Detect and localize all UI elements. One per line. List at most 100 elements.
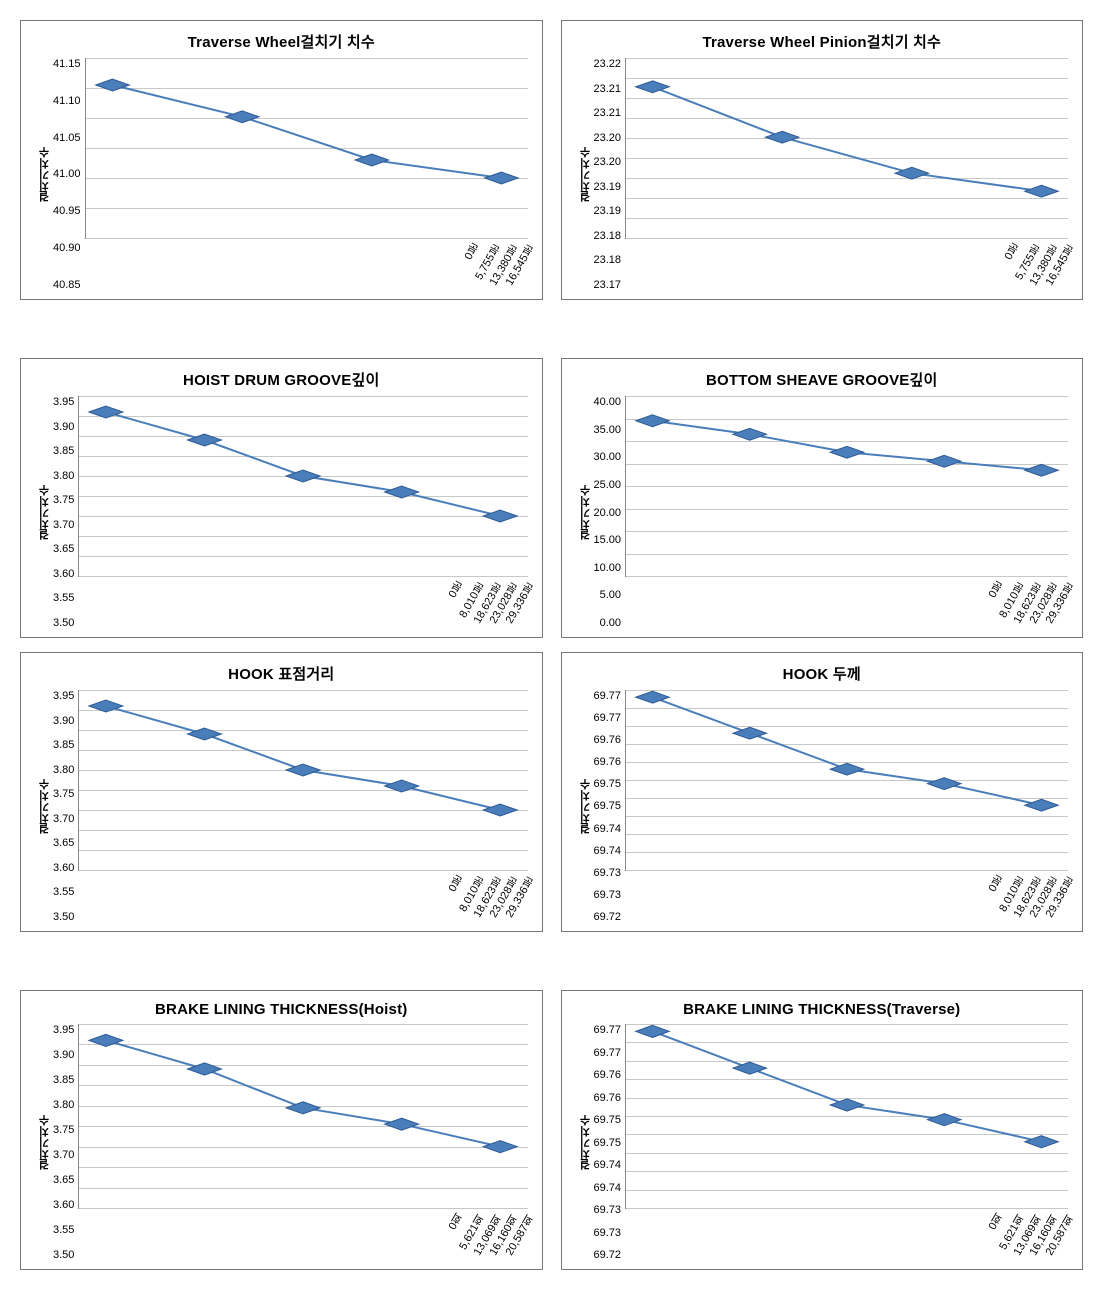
plot-wrap: 걸치기치수3.953.903.853.803.753.703.653.603.5… [35,1024,528,1261]
y-tick-label: 15.00 [594,534,622,546]
y-tick-label: 3.60 [53,568,74,580]
x-ticks: 0회5,621회13,069회16,160회20,587회 [448,1209,528,1261]
y-tick-label: 3.85 [53,1074,74,1086]
y-tick-label: 3.80 [53,764,74,776]
gridline [79,1208,527,1209]
y-tick-label: 3.85 [53,739,74,751]
y-tick-label: 69.74 [594,1159,622,1171]
y-tick-label: 3.85 [53,445,74,457]
y-tick-label: 69.75 [594,1114,622,1126]
plot-right-column: 0분5,755분13,380분16,545분 [85,58,528,291]
y-tick-label: 69.77 [594,1047,622,1059]
x-ticks: 0분5,755분13,380분16,545분 [1004,239,1068,291]
x-ticks: 0분8,010분18,623분23,028분29,336분 [448,577,528,629]
chart-panel-c4: BOTTOM SHEAVE GROOVE깊이걸치기치수40.0035.0030.… [561,358,1084,638]
y-tick-label: 3.55 [53,886,74,898]
y-tick-label: 20.00 [594,507,622,519]
gridline [79,576,527,577]
y-axis-label: 걸치기치수 [576,485,594,540]
y-tick-label: 23.21 [594,107,622,119]
data-marker [484,172,518,184]
series-svg [79,690,527,870]
plot-wrap: 걸치기치수3.953.903.853.803.753.703.653.603.5… [35,396,528,629]
series-svg [626,396,1068,576]
data-marker [484,1141,518,1153]
y-tick-label: 3.70 [53,519,74,531]
plot-right-column: 0분8,010분18,623분23,028분29,336분 [625,396,1068,629]
y-tick-label: 3.75 [53,1124,74,1136]
y-tick-label: 69.76 [594,756,622,768]
y-axis-label: 걸치기치수 [35,1115,53,1170]
y-tick-label: 40.00 [594,396,622,408]
plot-wrap: 걸치기치수 69.77 69.77 69.76 69.76 69.75 69.75 69.74… [576,1024,1069,1261]
plot-right-column: 0분8,010분18,623분23,028분29,336분 [625,690,1068,923]
y-tick-label: 69.76 [594,1092,622,1104]
y-tick-label: 3.60 [53,862,74,874]
y-tick-label: 3.70 [53,1149,74,1161]
y-tick-label: 3.90 [53,1049,74,1061]
y-tick-label: 69.77 [594,712,622,724]
y-axis-label: 걸치기치수 [576,1115,594,1170]
x-ticks: 0회5,621회13,069회16,160회20,587회 [988,1209,1068,1261]
gridline [86,238,528,239]
y-tick-label: 41.00 [53,168,81,180]
data-marker [830,446,864,458]
chart-title: HOOK 표점거리 [35,663,528,684]
data-marker [733,428,767,440]
y-axis-label: 걸치기치수 [576,147,594,202]
y-tick-label: 40.90 [53,242,81,254]
y-tick-label: 69.72 [594,911,622,923]
y-tick-label: 25.00 [594,479,622,491]
y-tick-label: 3.95 [53,396,74,408]
y-tick-label: 30.00 [594,451,622,463]
series-svg [626,58,1068,238]
y-tick-label: 69.77 [594,690,622,702]
y-ticks: 69.7769.7769.7669.7669.7569.7569.7469.74… [594,1024,626,1261]
y-tick-label: 69.76 [594,1069,622,1081]
series-svg [86,58,528,238]
y-tick-label: 41.05 [53,132,81,144]
chart-title: BRAKE LINING THICKNESS(Hoist) [35,1001,528,1018]
plot-right-column: 0분5,755분13,380분16,545분 [625,58,1068,291]
plot-area [78,396,527,577]
y-tick-label: 3.80 [53,1099,74,1111]
y-tick-label: 69.75 [594,1137,622,1149]
plot-wrap: 걸치기치수69.7769.7769.7669.7669.7569.7569.74… [576,690,1069,923]
y-axis-label: 걸치기치수 [35,779,53,834]
plot-wrap: 걸치기치수41.1541.1041.0541.0040.9540.9040.85… [35,58,528,291]
chart-title: Traverse Wheel걸치기 치수 [35,31,528,52]
y-tick-label: 41.15 [53,58,81,70]
y-tick-label: 23.17 [594,279,622,291]
data-line [112,85,501,178]
y-axis-label: 걸치기치수 [35,147,53,202]
row-spacer [20,314,1083,344]
plot-right-column: 0회5,621회13,069회16,160회20,587회 [78,1024,527,1261]
data-marker [1025,185,1059,197]
plot-area [78,1024,527,1209]
y-tick-label: 3.75 [53,494,74,506]
plot-area [625,1024,1068,1209]
data-marker [484,510,518,522]
y-tick-label: 3.95 [53,1024,74,1036]
series-svg [626,1024,1068,1208]
y-tick-label: 69.77 [594,1024,622,1036]
chart-panel-c3: HOIST DRUM GROOVE깊이걸치기치수3.953.903.853.80… [20,358,543,638]
y-tick-label: 3.80 [53,470,74,482]
y-tick-label: 3.95 [53,690,74,702]
data-line [653,1031,1042,1141]
y-tick-label: 23.18 [594,230,622,242]
gridline [626,1208,1068,1209]
y-tick-label: 69.73 [594,889,622,901]
y-tick-label: 3.65 [53,837,74,849]
y-axis-label: 걸치기치수 [576,779,594,834]
chart-panel-c6: HOOK 두께걸치기치수69.7769.7769.7669.7669.7569.… [561,652,1084,932]
y-tick-label: 23.20 [594,156,622,168]
y-ticks: 40.0035.0030.0025.0020.0015.0010.005.000… [594,396,626,629]
y-tick-label: 3.55 [53,592,74,604]
chart-panel-c7: BRAKE LINING THICKNESS(Hoist) 걸치기치수 3.95 3.… [20,990,543,1270]
plot-wrap: 걸치기치수23.2223.2123.2123.2023.2023.1923.19… [576,58,1069,291]
y-tick-label: 40.95 [53,205,81,217]
data-line [653,421,1042,471]
chart-title: Traverse Wheel Pinion걸치기 치수 [576,31,1069,52]
chart-panel-c2: Traverse Wheel Pinion걸치기 치수걸치기치수23.2223.… [561,20,1084,300]
